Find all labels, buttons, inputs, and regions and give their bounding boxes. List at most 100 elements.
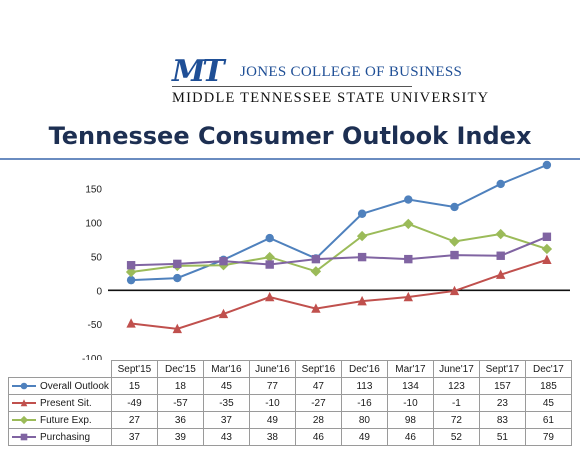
legend-key-icon	[12, 433, 36, 441]
data-label: 39	[156, 428, 204, 446]
x-tick-label: June'16	[248, 360, 296, 378]
y-tick-label: 100	[85, 219, 102, 230]
data-label: 80	[340, 411, 388, 429]
data-label: 51	[478, 428, 526, 446]
series-line-present-sit	[130, 258, 548, 330]
table-row: Purchasing 37 39 43 38 46 49 46 52 51 79	[8, 428, 572, 446]
college-name: JONES COLLEGE OF BUSINESS	[240, 64, 463, 80]
table-row: Overall Outlook 15 18 45 77 47 113 134 123 157 185	[8, 377, 572, 395]
data-label: 83	[478, 411, 526, 429]
university-name: MIDDLE TENNESSEE STATE UNIVERSITY	[172, 90, 490, 106]
data-label: -49	[110, 394, 158, 412]
y-tick-label: -50	[88, 320, 103, 331]
data-label: 157	[478, 377, 526, 395]
x-tick-label: Sept'16	[294, 360, 342, 378]
data-table: Sept'15 Dec'15 Mar'16 June'16 Sept'16 Dec'16 M…	[8, 360, 572, 446]
data-label: -57	[156, 394, 204, 412]
x-tick-label: Sept'15	[110, 360, 158, 378]
legend-label: Overall Outlook	[40, 380, 109, 392]
legend-entry: Present Sit.	[8, 394, 112, 412]
data-label: -10	[248, 394, 296, 412]
legend-entry: Overall Outlook	[8, 377, 112, 395]
data-label: -35	[202, 394, 250, 412]
data-label: 49	[340, 428, 388, 446]
data-point-purchasing	[173, 259, 182, 269]
data-point-overall-outlook	[496, 179, 505, 189]
data-point-purchasing	[496, 251, 505, 260]
data-label: 38	[248, 428, 296, 446]
x-tick-label: Mar'17	[386, 360, 434, 378]
data-label: 43	[202, 428, 250, 446]
data-point-overall-outlook	[450, 202, 459, 212]
data-label: 47	[294, 377, 342, 395]
data-label: 37	[202, 411, 250, 429]
x-tick-label: Dec'17	[524, 360, 572, 378]
series-line-purchasing	[131, 235, 548, 267]
y-tick-label: 0	[96, 286, 102, 297]
data-point-overall-outlook	[173, 273, 182, 283]
data-point-overall-outlook	[542, 160, 552, 170]
data-label: 45	[524, 394, 572, 412]
data-point-overall-outlook	[265, 233, 274, 243]
data-point-overall-outlook	[357, 209, 367, 218]
data-point-overall-outlook	[126, 275, 136, 285]
data-label: 134	[386, 377, 434, 395]
data-point-purchasing	[311, 254, 321, 264]
data-point-purchasing	[450, 250, 459, 260]
data-label: 77	[248, 377, 296, 395]
x-tick-label: Dec'15	[156, 360, 204, 378]
legend-key-icon	[12, 415, 36, 424]
y-tick-label: -100	[82, 354, 102, 360]
data-point-present-sit	[172, 323, 182, 334]
data-point-future-exp	[264, 251, 275, 263]
data-point-purchasing	[404, 254, 413, 264]
data-point-present-sit	[496, 269, 506, 279]
data-point-future-exp	[541, 243, 553, 255]
data-point-future-exp	[495, 228, 506, 240]
legend-label: Present Sit.	[40, 397, 92, 409]
x-tick-label: June'17	[432, 360, 480, 378]
data-label: -16	[340, 394, 388, 412]
data-label: 98	[386, 411, 434, 429]
table-corner	[9, 361, 112, 378]
data-point-present-sit	[449, 285, 460, 296]
legend-key-icon	[12, 399, 36, 407]
data-label: -10	[386, 394, 434, 412]
data-point-present-sit	[126, 318, 136, 328]
x-tick-label: Dec'16	[340, 360, 388, 378]
header: MT JONES COLLEGE OF BUSINESS MIDDLE TENN…	[0, 0, 580, 112]
table-row: Present Sit. -49 -57 -35 -10 -27 -16 -10 -1 23 45	[8, 394, 572, 412]
mtsu-logo: MT	[172, 54, 225, 89]
legend-label: Future Exp.	[40, 414, 92, 426]
data-point-present-sit	[311, 303, 321, 313]
data-point-present-sit	[403, 291, 413, 302]
x-tick-label: Sept'17	[478, 360, 526, 378]
data-label: 37	[110, 428, 158, 446]
data-label: 45	[202, 377, 250, 395]
data-label: 113	[340, 377, 388, 395]
data-point-present-sit	[357, 295, 367, 306]
data-label: 28	[294, 411, 342, 429]
data-label: -27	[294, 394, 342, 412]
data-point-overall-outlook	[404, 195, 413, 204]
data-point-purchasing	[265, 260, 274, 269]
series-line-overall-outlook	[131, 164, 548, 282]
data-point-purchasing	[219, 256, 228, 266]
legend-key-icon	[12, 382, 36, 390]
data-point-future-exp	[403, 218, 414, 230]
data-point-present-sit	[218, 308, 229, 319]
legend-entry: Future Exp.	[8, 411, 112, 429]
data-point-purchasing	[357, 252, 367, 262]
title-divider	[0, 158, 580, 160]
data-point-present-sit	[265, 291, 275, 302]
data-point-purchasing	[542, 232, 552, 241]
data-label: 72	[432, 411, 480, 429]
x-tick-label: Mar'16	[202, 360, 250, 378]
legend-label: Purchasing	[40, 431, 91, 443]
data-label: 185	[524, 377, 572, 395]
data-label: 46	[386, 428, 434, 446]
data-label: 61	[524, 411, 572, 429]
data-point-future-exp	[356, 230, 368, 242]
data-label: 123	[432, 377, 480, 395]
line-chart: -100 -50 0 50 100 150	[82, 160, 570, 360]
